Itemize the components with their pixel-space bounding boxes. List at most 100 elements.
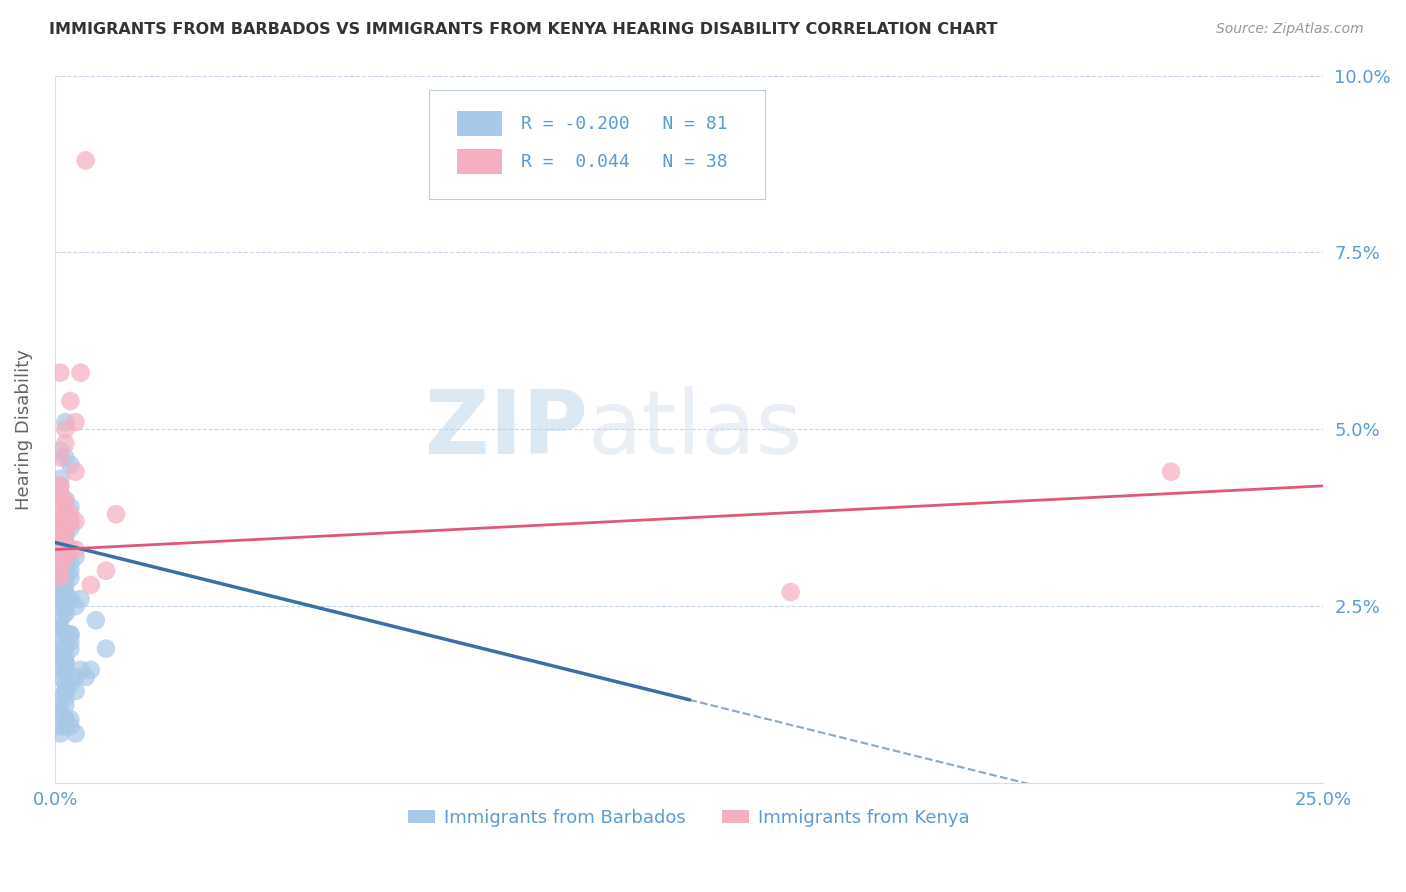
Point — [53, 656, 76, 670]
Point — [49, 641, 72, 656]
FancyBboxPatch shape — [457, 112, 502, 136]
Point — [94, 641, 117, 656]
Point — [49, 634, 72, 648]
Point — [53, 415, 76, 429]
Point — [53, 578, 76, 592]
Point — [84, 613, 107, 627]
Point — [53, 627, 76, 641]
Point — [53, 422, 76, 436]
Point — [53, 592, 76, 607]
Point — [49, 535, 72, 549]
Point — [53, 719, 76, 733]
Point — [65, 684, 87, 698]
Point — [49, 479, 72, 493]
Point — [49, 528, 72, 542]
FancyBboxPatch shape — [429, 90, 765, 199]
Point — [49, 521, 72, 535]
Point — [53, 684, 76, 698]
Point — [53, 528, 76, 542]
Point — [53, 712, 76, 726]
Point — [53, 507, 76, 521]
Point — [53, 549, 76, 564]
Point — [65, 542, 87, 557]
Point — [1160, 465, 1182, 479]
Point — [49, 493, 72, 508]
Text: atlas: atlas — [588, 385, 803, 473]
Point — [49, 585, 72, 599]
Point — [49, 472, 72, 486]
Point — [59, 514, 82, 528]
Point — [59, 634, 82, 648]
Point — [75, 153, 97, 168]
Point — [49, 719, 72, 733]
Point — [105, 507, 128, 521]
Point — [53, 663, 76, 677]
Point — [49, 493, 72, 508]
Point — [53, 493, 76, 508]
Point — [65, 599, 87, 614]
Point — [59, 564, 82, 578]
Point — [69, 592, 91, 607]
Point — [53, 648, 76, 663]
Point — [53, 656, 76, 670]
Point — [59, 500, 82, 515]
Point — [49, 691, 72, 706]
Point — [49, 507, 72, 521]
Point — [80, 663, 103, 677]
Point — [49, 366, 72, 380]
Point — [59, 627, 82, 641]
Point — [49, 578, 72, 592]
Point — [59, 719, 82, 733]
Point — [59, 507, 82, 521]
Point — [59, 542, 82, 557]
Point — [49, 549, 72, 564]
Point — [49, 564, 72, 578]
Point — [53, 684, 76, 698]
Point — [59, 571, 82, 585]
Point — [53, 493, 76, 508]
Point — [53, 450, 76, 465]
Point — [49, 613, 72, 627]
Point — [59, 458, 82, 472]
Point — [49, 528, 72, 542]
Text: Source: ZipAtlas.com: Source: ZipAtlas.com — [1216, 22, 1364, 37]
Point — [53, 571, 76, 585]
Point — [49, 648, 72, 663]
Point — [75, 670, 97, 684]
Text: ZIP: ZIP — [425, 385, 588, 473]
Legend: Immigrants from Barbados, Immigrants from Kenya: Immigrants from Barbados, Immigrants fro… — [401, 802, 977, 834]
Point — [59, 514, 82, 528]
Point — [49, 564, 72, 578]
Point — [53, 521, 76, 535]
Text: IMMIGRANTS FROM BARBADOS VS IMMIGRANTS FROM KENYA HEARING DISABILITY CORRELATION: IMMIGRANTS FROM BARBADOS VS IMMIGRANTS F… — [49, 22, 998, 37]
Point — [53, 557, 76, 571]
Point — [53, 606, 76, 620]
Point — [65, 726, 87, 740]
Point — [80, 578, 103, 592]
Point — [69, 366, 91, 380]
Point — [59, 521, 82, 535]
Point — [49, 670, 72, 684]
Point — [65, 514, 87, 528]
Point — [53, 677, 76, 691]
Point — [53, 712, 76, 726]
Point — [53, 528, 76, 542]
Point — [53, 436, 76, 450]
Point — [49, 486, 72, 500]
Point — [53, 691, 76, 706]
Point — [59, 394, 82, 409]
Point — [779, 585, 801, 599]
Point — [59, 592, 82, 607]
Point — [49, 726, 72, 740]
Point — [49, 663, 72, 677]
FancyBboxPatch shape — [457, 150, 502, 174]
Point — [65, 549, 87, 564]
Point — [53, 564, 76, 578]
Point — [53, 585, 76, 599]
Text: R =  0.044   N = 38: R = 0.044 N = 38 — [520, 153, 727, 171]
Point — [49, 450, 72, 465]
Point — [49, 557, 72, 571]
Point — [65, 465, 87, 479]
Point — [59, 677, 82, 691]
Point — [59, 557, 82, 571]
